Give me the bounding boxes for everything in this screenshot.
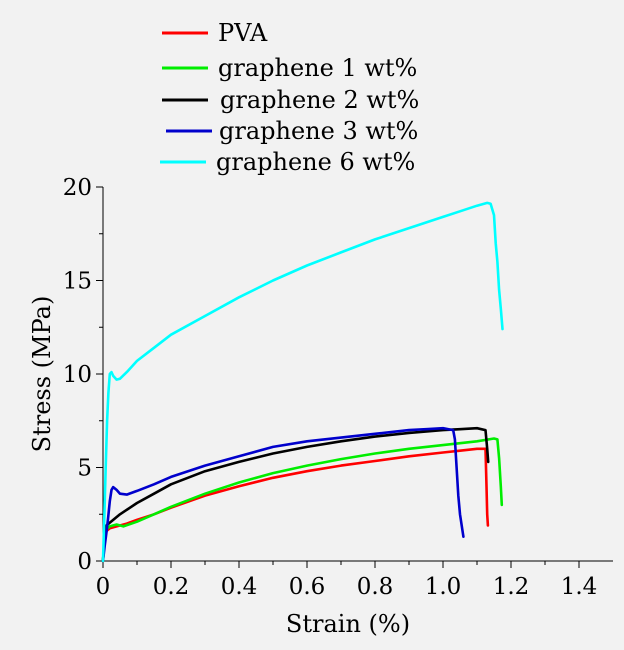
y-tick-label: 20 [63, 175, 92, 201]
x-tick-label: 1.4 [561, 574, 598, 600]
series-line-graphene-3-wt [101, 426, 465, 563]
series-line-pva [101, 447, 490, 563]
legend-label-pva: PVA [218, 19, 268, 47]
series-line-graphene-2-wt [101, 426, 490, 563]
x-tick-label: 1.0 [425, 574, 462, 600]
y-tick-label: 5 [77, 456, 92, 482]
y-tick-label: 0 [77, 549, 92, 575]
y-axis-title: Stress (MPa) [28, 296, 56, 453]
x-tick-label: 0 [96, 574, 111, 600]
x-tick-label: 0.6 [289, 574, 326, 600]
series-lines [101, 201, 504, 563]
x-tick-label: 0.8 [357, 574, 394, 600]
y-ticks: 0 5 10 15 20 [63, 175, 103, 575]
legend: PVA graphene 1 wt% graphene 2 wt% graphene … [160, 19, 419, 176]
x-tick-label: 1.2 [493, 574, 530, 600]
x-tick-label: 0.4 [221, 574, 258, 600]
x-tick-label: 0.2 [153, 574, 190, 600]
series-line-graphene-1-wt [101, 437, 504, 563]
y-tick-label: 15 [63, 269, 92, 295]
y-tick-label: 10 [63, 362, 92, 388]
legend-label-graphene-2-wt: graphene 2 wt% [220, 86, 419, 114]
x-ticks: 0 0.2 0.4 0.6 0.8 1.0 1.2 1.4 [96, 561, 598, 600]
legend-label-graphene-1-wt: graphene 1 wt% [218, 54, 417, 82]
x-axis-title: Strain (%) [286, 610, 410, 638]
legend-label-graphene-6-wt: graphene 6 wt% [216, 148, 415, 176]
series-line-graphene-6-wt [101, 201, 504, 563]
legend-label-graphene-3-wt: graphene 3 wt% [219, 117, 418, 145]
axes: 0 5 10 15 20 0 0.2 0.4 0.6 0.8 1.0 1.2 1.4 [63, 175, 613, 600]
